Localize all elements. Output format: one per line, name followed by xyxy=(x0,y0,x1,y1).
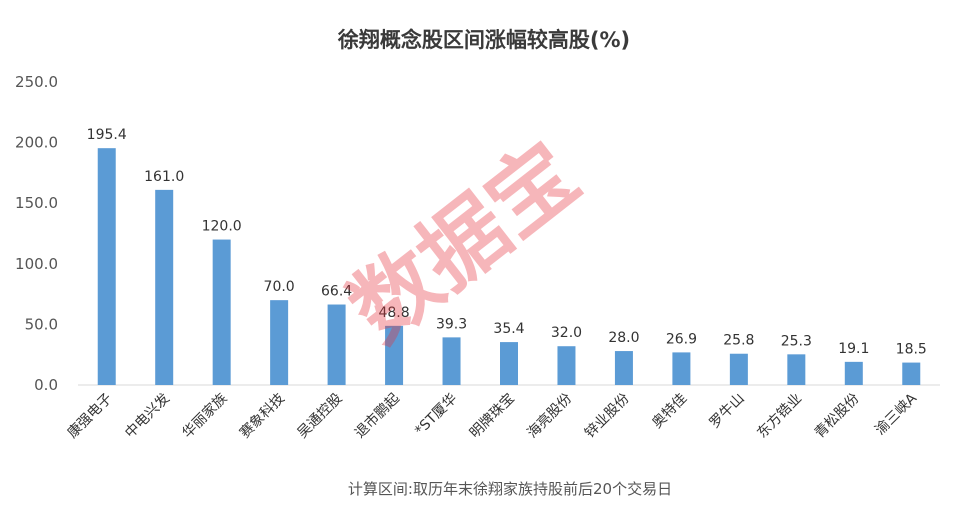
bar xyxy=(787,354,806,385)
data-labels: 195.4 161.0 120.0 70.0 66.4 48.8 39.3 35.4 32.0 2… xyxy=(87,127,927,357)
data-label: 32.0 xyxy=(551,325,582,341)
category-labels: 康强电子 中电兴发 华丽家族 赛象科技 吴通控股 退市鹏起 *ST厦华 明牌珠宝 海亮股份 锌业股… xyxy=(64,390,920,442)
bar xyxy=(557,346,576,385)
category-label: 东方锆业 xyxy=(754,391,805,442)
data-label: 70.0 xyxy=(264,279,295,295)
bar xyxy=(327,304,346,385)
chart-title: 徐翔概念股区间涨幅较高股(%) xyxy=(337,28,630,52)
data-label: 39.3 xyxy=(436,316,467,332)
y-tick-label: 200.0 xyxy=(15,134,58,152)
y-tick-label: 50.0 xyxy=(25,315,58,333)
bar xyxy=(672,352,691,385)
y-tick-label: 100.0 xyxy=(15,255,58,273)
category-label: 青松股份 xyxy=(812,391,863,442)
data-label: 25.3 xyxy=(781,333,812,349)
data-label: 195.4 xyxy=(87,127,127,143)
bar xyxy=(500,342,518,385)
bar xyxy=(155,189,174,385)
bar xyxy=(442,337,461,385)
bar xyxy=(902,362,921,385)
bar xyxy=(212,239,231,385)
data-label: 35.4 xyxy=(493,321,524,337)
bars xyxy=(97,148,921,385)
category-label: 康强电子 xyxy=(64,390,116,442)
category-label: 渝三峡A xyxy=(872,390,920,438)
category-label: 锌业股份 xyxy=(582,391,633,442)
category-label: 奥特佳 xyxy=(649,390,691,432)
bar xyxy=(385,325,404,385)
category-label: 海亮股份 xyxy=(524,390,576,442)
bar xyxy=(97,148,116,385)
data-label: 18.5 xyxy=(896,342,927,358)
y-tick-label: 0.0 xyxy=(34,376,58,394)
data-label: 26.9 xyxy=(666,331,697,347)
category-label: *ST厦华 xyxy=(412,391,460,439)
category-label: 华丽家族 xyxy=(179,390,231,442)
data-label: 19.1 xyxy=(838,341,869,357)
category-label: 罗牛山 xyxy=(707,391,748,432)
data-label: 25.8 xyxy=(723,333,754,349)
data-label: 66.4 xyxy=(321,284,352,300)
y-tick-label: 250.0 xyxy=(15,73,58,91)
y-tick-label: 150.0 xyxy=(15,194,58,212)
data-label: 120.0 xyxy=(202,219,242,235)
calculation-note: 计算区间:取历年末徐翔家族持股前后20个交易日 xyxy=(348,480,672,498)
bar xyxy=(844,361,863,385)
data-label: 48.8 xyxy=(378,305,409,321)
category-label: 吴通控股 xyxy=(295,391,346,442)
bar xyxy=(270,300,289,385)
bar xyxy=(614,351,633,385)
bar xyxy=(729,353,748,385)
category-label: 退市鹏起 xyxy=(351,390,403,442)
data-label: 161.0 xyxy=(144,169,184,185)
y-axis: 0.0 50.0 100.0 150.0 200.0 250.0 xyxy=(15,73,58,394)
category-label: 赛象科技 xyxy=(237,391,288,442)
category-label: 明牌珠宝 xyxy=(466,390,518,442)
category-label: 中电兴发 xyxy=(122,391,173,442)
data-label: 28.0 xyxy=(608,330,639,346)
